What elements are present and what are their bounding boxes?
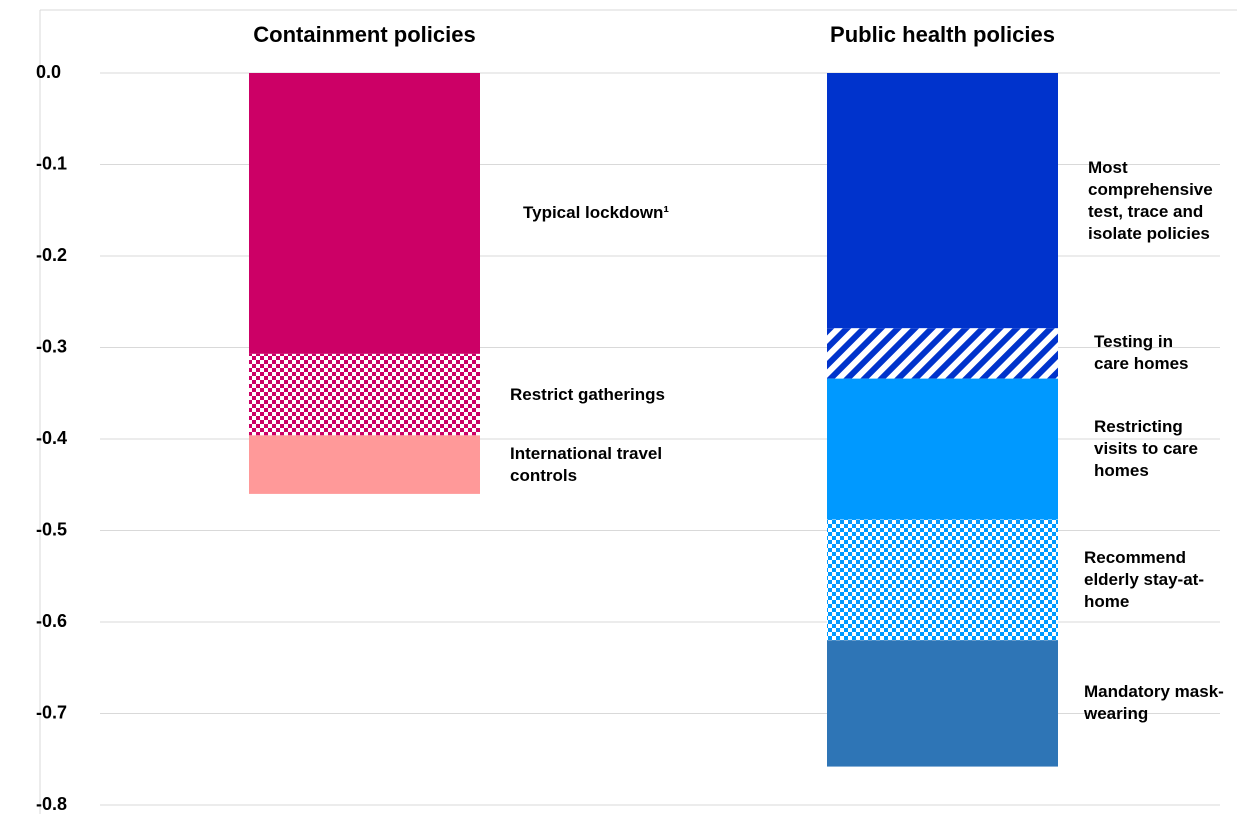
bar-segment [249,353,480,436]
bar-segment [827,378,1058,520]
y-tick-label: -0.5 [36,519,67,539]
y-tick-label: -0.4 [36,428,67,448]
segment-label: Testing in care homes [1094,332,1189,374]
bar-segment [827,519,1058,641]
category-label: Containment policies [253,22,475,47]
segment-label: Mandatory mask-wearing [1084,682,1224,724]
category-label: Public health policies [830,22,1055,47]
bar-segment [827,328,1058,379]
segment-label: Restricting visits to care homes [1094,417,1198,481]
bar-segment [249,73,480,354]
y-tick-label: -0.1 [36,153,67,173]
bar-segment [827,640,1058,767]
segment-label: Restrict gatherings [510,384,665,404]
y-tick-label: -0.6 [36,611,67,631]
segment-label: Typical lockdown¹ [523,203,670,223]
y-tick-label: -0.8 [36,794,67,814]
segment-label: Recommend elderly stay-at-home [1084,547,1204,611]
y-tick-label: -0.7 [36,702,67,722]
segment-label: International travel controls [510,443,663,485]
y-tick-label: -0.2 [36,245,67,265]
y-tick-label: 0.0 [36,62,61,82]
y-tick-label: -0.3 [36,336,67,356]
segment-label: Most comprehensive test, trace and isola… [1088,157,1213,243]
bar-segment [827,73,1058,329]
bar-segment [249,435,480,494]
